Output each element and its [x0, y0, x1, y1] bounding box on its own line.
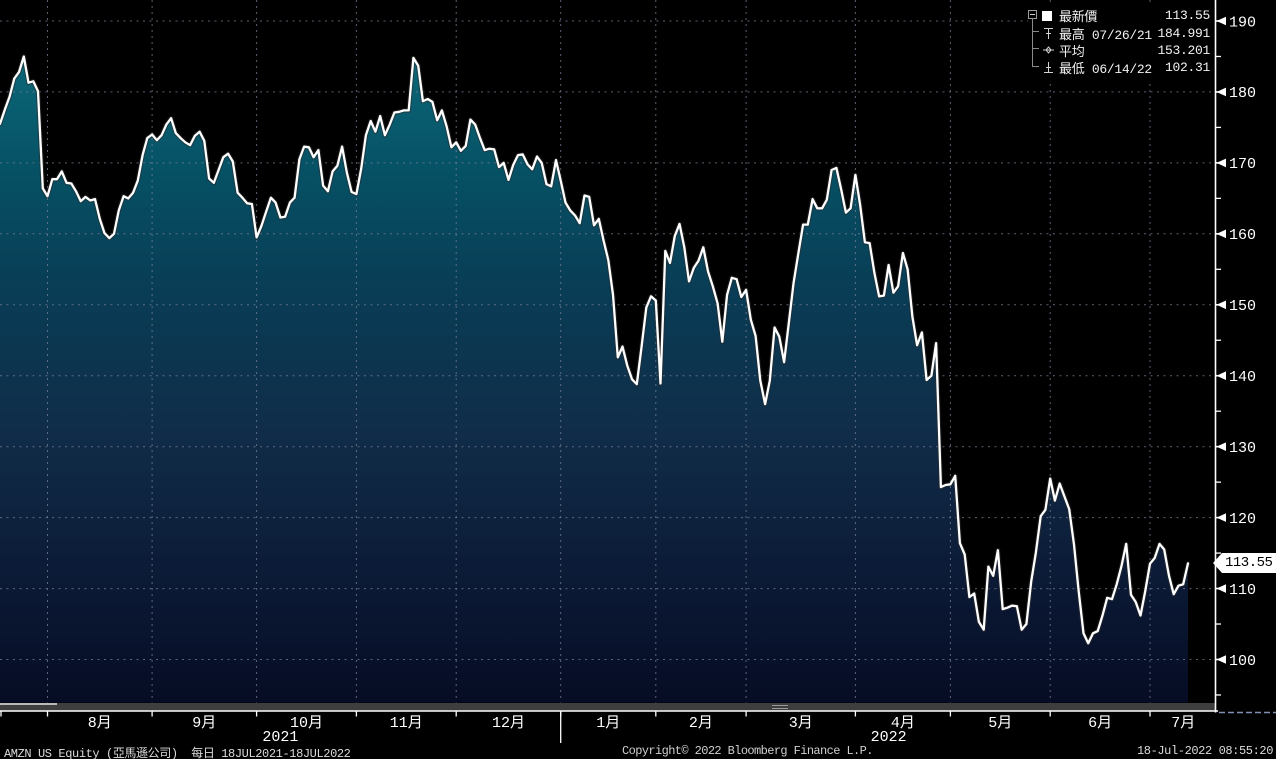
- y-tick-label: 100: [1229, 653, 1256, 670]
- x-month-label: 11月: [390, 715, 423, 732]
- legend-row-average[interactable]: 平均 153.201: [1042, 42, 1210, 60]
- x-month-label: 2月: [689, 715, 713, 732]
- y-tick-label: 160: [1229, 227, 1256, 244]
- frequency-label: 每日: [191, 747, 215, 759]
- legend-tree-rail: [1032, 18, 1033, 67]
- legend-value: 153.201: [1157, 42, 1210, 58]
- y-tick-label: 120: [1229, 511, 1256, 528]
- status-bar: AMZN US Equity (亞馬遜公司) 每日 18JUL2021-18JU…: [0, 743, 1276, 759]
- x-year-label: 2022: [871, 729, 907, 746]
- scrollbar-grip-icon[interactable]: [772, 705, 788, 710]
- security-title: AMZN US Equity (亞馬遜公司): [4, 747, 178, 759]
- y-tick-label: 180: [1229, 85, 1256, 102]
- legend-label: 最新價: [1059, 10, 1098, 26]
- y-tick-arrow-icon: [1216, 16, 1226, 26]
- chart-legend: 最新價 113.55 最高 07/26/21 184.991 平均 153.20…: [1028, 5, 1214, 80]
- x-month-label: 3月: [789, 715, 813, 732]
- legend-row-low[interactable]: 最低 06/14/22 102.31: [1042, 59, 1210, 78]
- y-tick-label: 130: [1229, 440, 1256, 457]
- x-month-label: 1月: [596, 715, 620, 732]
- y-tick-arrow-icon: [1216, 442, 1226, 451]
- x-month-label: 8月: [88, 715, 112, 732]
- y-tick-arrow-icon: [1216, 229, 1226, 239]
- horizontal-scrollbar[interactable]: [0, 703, 1215, 711]
- x-month-label: 7月: [1171, 715, 1195, 732]
- security-descriptor: AMZN US Equity (亞馬遜公司) 每日 18JUL2021-18JU…: [4, 744, 351, 759]
- low-marker-icon: [1042, 61, 1059, 75]
- x-month-label: 6月: [1088, 715, 1112, 732]
- legend-value: 184.991: [1157, 25, 1210, 41]
- range-label: 18JUL2021-18JUL2022: [221, 747, 351, 759]
- y-tick-label: 140: [1229, 369, 1256, 386]
- y-tick-arrow-icon: [1216, 87, 1226, 97]
- legend-row-last[interactable]: 最新價 113.55: [1042, 7, 1210, 26]
- y-tick-arrow-icon: [1216, 158, 1226, 168]
- legend-value: 102.31: [1164, 60, 1210, 76]
- legend-value: 113.55: [1164, 8, 1210, 24]
- x-month-label: 9月: [192, 715, 216, 732]
- legend-label: 平均: [1059, 44, 1085, 60]
- x-month-label: 4月: [891, 715, 915, 732]
- y-tick-arrow-icon: [1216, 371, 1226, 381]
- legend-label: 最低 06/14/22: [1059, 62, 1152, 78]
- area-fill: [0, 56, 1188, 703]
- last-price-square-icon: [1042, 10, 1059, 21]
- y-tick-arrow-icon: [1216, 513, 1226, 522]
- y-tick-arrow-icon: [1216, 655, 1226, 664]
- x-year-label: 2021: [262, 729, 298, 746]
- y-tick-arrow-icon: [1216, 300, 1226, 310]
- high-marker-icon: [1042, 26, 1059, 40]
- legend-row-high[interactable]: 最高 07/26/21 184.991: [1042, 24, 1210, 43]
- average-marker-icon: [1042, 43, 1059, 57]
- scrollbar-left-cap: [0, 703, 57, 705]
- y-tick-arrow-icon: [1216, 584, 1226, 593]
- y-tick-label: 190: [1229, 14, 1256, 31]
- timestamp-text: 18-Jul-2022 08:55:20: [1136, 744, 1273, 758]
- last-price-flag: 113.55: [1213, 553, 1276, 573]
- x-month-label: 12月: [492, 715, 525, 732]
- y-tick-label: 150: [1229, 298, 1256, 315]
- copyright-text: Copyright© 2022 Bloomberg Finance L.P.: [622, 744, 873, 758]
- price-line: [0, 55, 1190, 645]
- legend-label: 最高 07/26/21: [1059, 27, 1152, 43]
- x-month-label: 5月: [988, 715, 1012, 732]
- y-tick-label: 170: [1229, 156, 1256, 173]
- x-month-label: 10月: [290, 715, 323, 732]
- y-tick-label: 110: [1229, 582, 1256, 599]
